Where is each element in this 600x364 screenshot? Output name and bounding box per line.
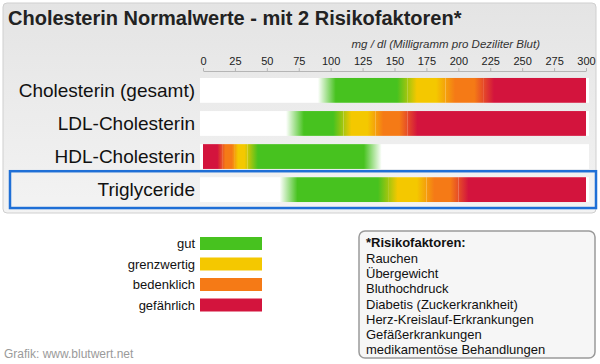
x-tick-mark bbox=[522, 68, 523, 71]
row-band bbox=[200, 111, 589, 136]
x-axis: 0 25 50 75 100 125 150 175 200 225 250 275 300 bbox=[200, 55, 595, 72]
bar-segment bbox=[235, 144, 248, 169]
x-tick: 300 bbox=[577, 55, 595, 71]
x-tick-label: 50 bbox=[261, 55, 273, 67]
bar-segment bbox=[343, 111, 375, 136]
bar-segment bbox=[318, 78, 407, 103]
category-label: HDL-Cholesterin bbox=[55, 146, 195, 167]
x-tick: 200 bbox=[450, 55, 468, 71]
x-tick-mark bbox=[586, 68, 587, 71]
x-tick-mark bbox=[426, 68, 427, 71]
row-highlight bbox=[10, 171, 596, 208]
x-tick-label: 300 bbox=[577, 55, 595, 67]
x-tick: 225 bbox=[482, 55, 500, 71]
bar-segment bbox=[458, 177, 586, 202]
legend-label: bedenklich bbox=[133, 277, 195, 292]
x-tick-label: 275 bbox=[545, 55, 563, 67]
x-tick-label: 200 bbox=[450, 55, 468, 67]
legend-swatch bbox=[200, 258, 262, 271]
legend: gut grenzwertig bedenklich gefährlich bbox=[128, 236, 262, 313]
risk-factor-frame bbox=[359, 231, 595, 358]
source-note: Grafik: www.blutwert.net bbox=[4, 347, 134, 361]
x-tick: 50 bbox=[261, 55, 273, 71]
chart-svg: Cholesterin Normalwerte - mit 2 Risikofa… bbox=[0, 0, 600, 364]
bar-segment bbox=[484, 78, 586, 103]
x-tick-mark bbox=[490, 68, 491, 71]
x-tick: 100 bbox=[322, 55, 340, 71]
x-tick-label: 250 bbox=[513, 55, 531, 67]
bar-segment bbox=[426, 177, 458, 202]
risk-factor-item: medikamentöse Behandlungen bbox=[366, 342, 545, 357]
legend-label: grenzwertig bbox=[128, 257, 195, 272]
chart-title: Cholesterin Normalwerte - mit 2 Risikofa… bbox=[8, 7, 462, 29]
x-tick-label: 150 bbox=[386, 55, 404, 67]
bar-segment bbox=[407, 78, 445, 103]
x-tick: 275 bbox=[545, 55, 563, 71]
bar-segment bbox=[248, 144, 382, 169]
chart-container: Cholesterin Normalwerte - mit 2 Risikofa… bbox=[0, 0, 600, 364]
x-tick-label: 75 bbox=[293, 55, 305, 67]
x-tick: 75 bbox=[293, 55, 305, 71]
legend-label: gefährlich bbox=[139, 298, 195, 313]
bar-segment bbox=[286, 111, 343, 136]
category-label: Cholesterin (gesamt) bbox=[19, 80, 195, 101]
legend-swatch bbox=[200, 299, 262, 312]
bar-segment bbox=[375, 111, 407, 136]
x-axis-line bbox=[204, 71, 587, 72]
bars bbox=[203, 78, 586, 202]
category-label: Triglyceride bbox=[98, 179, 196, 200]
x-tick: 150 bbox=[386, 55, 404, 71]
x-tick-mark bbox=[299, 68, 300, 71]
bar-segment bbox=[222, 144, 235, 169]
x-tick: 125 bbox=[354, 55, 372, 71]
bar-segment bbox=[280, 177, 389, 202]
risk-factor-title: *Risikofaktoren: bbox=[366, 235, 466, 250]
legend-swatch bbox=[200, 278, 262, 291]
x-tick-label: 25 bbox=[229, 55, 241, 67]
x-tick: 25 bbox=[229, 55, 241, 71]
legend-swatch bbox=[200, 237, 262, 250]
x-tick: 0 bbox=[200, 55, 206, 71]
x-tick-label: 125 bbox=[354, 55, 372, 67]
risk-factor-item: Diabetis (Zuckerkrankheit) bbox=[366, 297, 518, 312]
risk-factor-box: *Risikofaktoren:RauchenÜbergewichtBlutho… bbox=[359, 231, 595, 358]
x-tick-label: 100 bbox=[322, 55, 340, 67]
x-tick-mark bbox=[363, 68, 364, 71]
bar-segment bbox=[203, 144, 222, 169]
row-band bbox=[200, 78, 589, 103]
bar-segment bbox=[388, 177, 426, 202]
risk-factor-item: Übergewicht bbox=[366, 266, 439, 281]
x-tick-mark bbox=[331, 68, 332, 71]
risk-factor-item: Bluthochdruck bbox=[366, 281, 449, 296]
risk-factor-item: Herz-Kreislauf-Erkrankungen bbox=[366, 312, 534, 327]
x-tick-label: 225 bbox=[482, 55, 500, 67]
row-bands bbox=[200, 78, 589, 202]
x-tick-mark bbox=[395, 68, 396, 71]
chart-panel bbox=[3, 3, 596, 213]
category-labels: Cholesterin (gesamt) LDL-Cholesterin HDL-C… bbox=[19, 80, 195, 200]
x-tick: 250 bbox=[513, 55, 531, 71]
x-tick-mark bbox=[235, 68, 236, 71]
x-tick-mark bbox=[458, 68, 459, 71]
row-band bbox=[200, 177, 589, 202]
x-tick-label: 175 bbox=[418, 55, 436, 67]
chart-subtitle: mg / dl (Milligramm pro Deziliter Blut) bbox=[351, 38, 540, 50]
category-label: LDL-Cholesterin bbox=[58, 113, 195, 134]
x-tick-mark bbox=[267, 68, 268, 71]
x-tick: 175 bbox=[418, 55, 436, 71]
row-band bbox=[200, 144, 589, 169]
bar-segment bbox=[407, 111, 586, 136]
legend-label: gut bbox=[177, 236, 195, 251]
bar-segment bbox=[446, 78, 484, 103]
x-tick-mark bbox=[554, 68, 555, 71]
x-tick-mark bbox=[203, 68, 204, 71]
x-tick-label: 0 bbox=[200, 55, 206, 67]
risk-factor-item: Gefäßerkrankungen bbox=[366, 327, 482, 342]
risk-factor-item: Rauchen bbox=[366, 251, 418, 266]
